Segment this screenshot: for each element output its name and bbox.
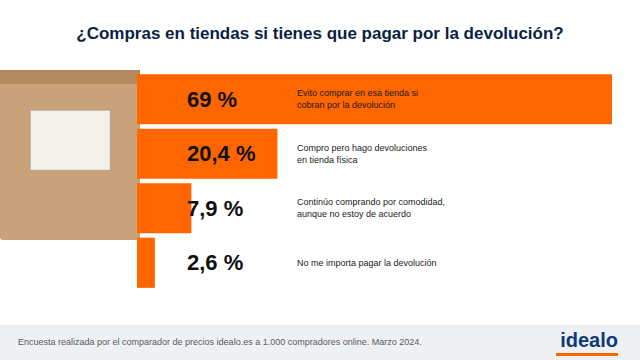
svg-text:aunque no estoy de acuerdo: aunque no estoy de acuerdo (297, 209, 411, 219)
svg-text:idealo: idealo (560, 329, 618, 351)
svg-text:20,4 %: 20,4 % (187, 141, 256, 166)
svg-text:¿Compras en tiendas si tienes: ¿Compras en tiendas si tienes que pagar … (76, 24, 563, 43)
svg-text:cobran por la devolución: cobran por la devolución (297, 100, 395, 110)
svg-text:69 %: 69 % (187, 87, 237, 112)
svg-text:Evito comprar en esa tienda si: Evito comprar en esa tienda si (297, 88, 418, 98)
svg-text:Continúo comprando por comodid: Continúo comprando por comodidad, (297, 197, 445, 207)
svg-text:en tienda física: en tienda física (297, 155, 358, 165)
svg-text:No me importa pagar la devoluc: No me importa pagar la devolución (297, 258, 437, 268)
svg-text:7,9 %: 7,9 % (187, 196, 243, 221)
svg-text:Compro pero hago devoluciones: Compro pero hago devoluciones (297, 143, 428, 153)
svg-text:Encuesta realizada por el comp: Encuesta realizada por el comparador de … (18, 337, 422, 347)
svg-text:2,6 %: 2,6 % (187, 250, 243, 275)
